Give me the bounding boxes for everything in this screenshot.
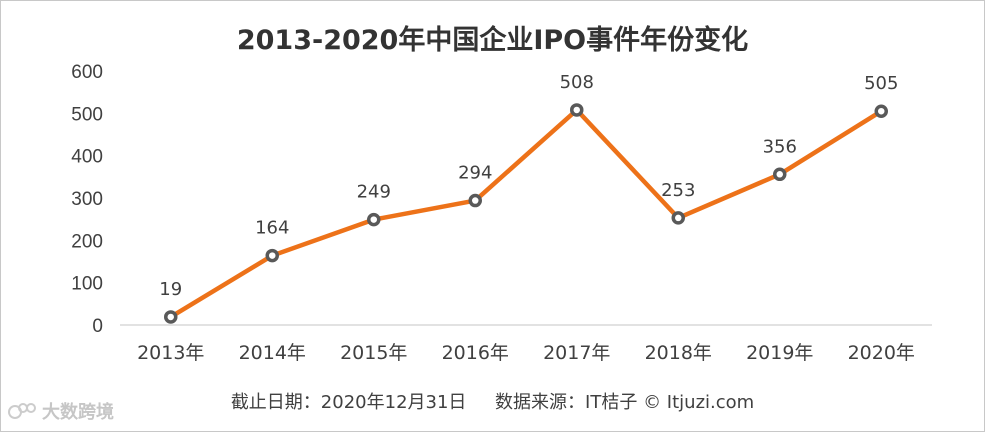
- x-tick-label: 2014年: [239, 342, 306, 364]
- date-note: 截止日期：2020年12月31日: [230, 392, 467, 413]
- x-tick-label: 2018年: [645, 342, 712, 364]
- data-point-marker: [773, 167, 787, 182]
- y-tick-label: 0: [92, 316, 103, 337]
- y-tick-label: 500: [71, 104, 103, 125]
- y-tick-label: 600: [71, 62, 103, 83]
- footer: 截止日期：2020年12月31日 数据来源：IT桔子 © Itjuzi.com: [0, 388, 985, 414]
- x-tick-label: 2019年: [746, 342, 813, 364]
- data-point-marker: [367, 212, 381, 227]
- x-tick-label: 2015年: [340, 342, 407, 364]
- y-tick-label: 400: [71, 147, 103, 168]
- chart-title: 2013-2020年中国企业IPO事件年份变化: [236, 25, 749, 56]
- x-tick-label: 2013年: [137, 342, 204, 364]
- data-point-marker: [468, 193, 482, 208]
- data-labels: 19 164 249 294 508 253 356 505: [159, 72, 898, 300]
- data-point-marker: [164, 310, 178, 324]
- x-tick-label: 2017年: [543, 342, 610, 364]
- data-point-marker: [874, 104, 888, 118]
- data-point-marker: [265, 248, 279, 263]
- data-point-marker: [570, 103, 584, 117]
- y-axis-ticks: 0 100 200 300 400 500 600: [71, 62, 103, 337]
- data-label: 356: [763, 136, 797, 157]
- data-markers: [164, 103, 888, 324]
- x-axis-ticks: 2013年 2014年 2015年 2016年 2017年 2018年 2019年 2020年: [137, 342, 915, 364]
- series-line: [169, 107, 883, 319]
- watermark: 大数跨境: [8, 398, 114, 424]
- watermark-text: 大数跨境: [42, 402, 114, 423]
- data-label: 249: [357, 182, 391, 203]
- data-label: 508: [560, 72, 594, 93]
- data-label: 294: [458, 163, 492, 184]
- dashuju-logo-icon: [8, 403, 36, 419]
- x-tick-label: 2020年: [848, 342, 915, 364]
- data-label: 164: [255, 218, 289, 239]
- data-label: 253: [661, 180, 695, 201]
- data-label: 19: [159, 279, 182, 300]
- data-point-marker: [671, 211, 685, 225]
- x-tick-label: 2016年: [442, 342, 509, 364]
- source-note: 数据来源：IT桔子 © Itjuzi.com: [495, 392, 755, 413]
- y-tick-label: 200: [71, 231, 103, 252]
- y-tick-label: 100: [71, 274, 103, 295]
- data-label: 505: [864, 73, 898, 94]
- y-tick-label: 300: [71, 189, 103, 210]
